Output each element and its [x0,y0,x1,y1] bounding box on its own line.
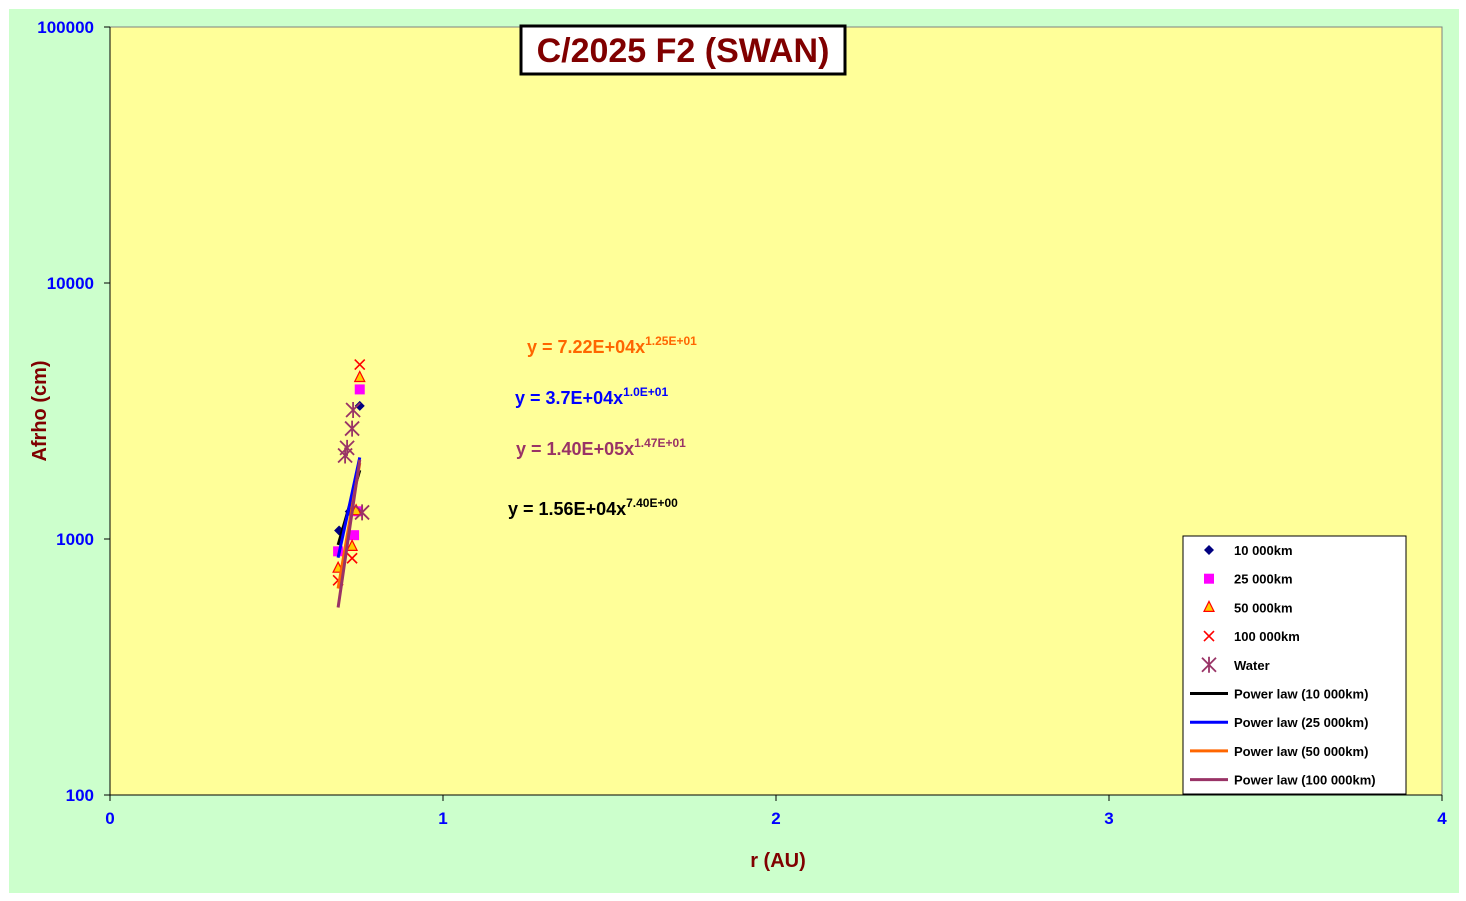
legend-label: 50 000km [1234,600,1293,615]
marker-shape [339,439,355,456]
marker [346,539,359,551]
equation-exponent: 1.25E+01 [645,334,697,348]
equation-text: y = 7.22E+04x [527,337,645,357]
x-axis-label: r (AU) [750,850,806,872]
legend-label: Power law (25 000km) [1234,715,1368,730]
equation: y = 3.7E+04x1.0E+01 [515,385,668,408]
marker-shape [1201,656,1217,673]
marker [354,359,366,371]
x-tick-label: 0 [105,809,114,828]
marker [344,420,360,437]
marker-shape [349,530,360,541]
equation-text: y = 3.7E+04x [515,388,623,408]
marker-shape [354,384,365,395]
legend-label: Power law (50 000km) [1234,744,1368,759]
trend-line [336,459,362,608]
marker-shape [354,400,365,411]
marker [349,530,360,541]
marker-shape [353,370,366,383]
marker-shape [1204,573,1214,584]
marker [339,439,355,456]
equation: y = 1.56E+04x7.40E+00 [508,496,678,519]
marker [1203,630,1215,642]
chart-title: C/2025 F2 (SWAN) [537,32,830,70]
marker [354,504,370,521]
equation: y = 1.40E+05x1.47E+01 [516,436,686,459]
equation-exponent: 7.40E+00 [626,496,678,510]
x-tick-label: 2 [771,809,780,828]
x-tick-label: 1 [438,809,447,828]
title-box [519,24,847,76]
marker-shape [346,539,359,551]
equation-exponent: 1.47E+01 [634,436,686,450]
legend-label: 100 000km [1234,629,1300,644]
x-tick-label: 4 [1437,809,1447,828]
y-tick-label: 1000 [56,530,94,549]
marker [353,370,366,383]
marker-shape [1203,600,1215,612]
legend-label: 10 000km [1234,543,1293,558]
y-tick-label: 100 [66,786,94,805]
legend-label: 25 000km [1234,572,1293,587]
marker [346,552,358,564]
y-tick-label: 100000 [37,18,94,37]
marker [1204,545,1214,555]
marker-shape [1203,630,1215,642]
y-tick-label: 10000 [47,274,94,293]
equation-text: y = 1.56E+04x [508,499,626,519]
legend-label: Power law (10 000km) [1234,687,1368,702]
equation-exponent: 1.0E+01 [623,385,668,399]
marker-shape [1204,545,1214,555]
marker [1203,600,1215,612]
equation-text: y = 1.40E+05x [516,439,634,459]
marker [345,402,361,419]
marker-shape [344,420,360,437]
marker [354,400,365,411]
marker [354,384,365,395]
y-axis-label: Afrho (cm) [29,360,51,461]
legend-label: Power law (100 000km) [1234,773,1376,788]
marker-shape [346,552,358,564]
marker [1204,573,1214,584]
x-tick-label: 3 [1104,809,1113,828]
legend-label: Water [1234,658,1270,673]
marker-shape [345,402,361,419]
marker-shape [354,359,366,371]
marker [1201,656,1217,673]
marker-shape [354,504,370,521]
equation: y = 7.22E+04x1.25E+01 [527,334,697,357]
